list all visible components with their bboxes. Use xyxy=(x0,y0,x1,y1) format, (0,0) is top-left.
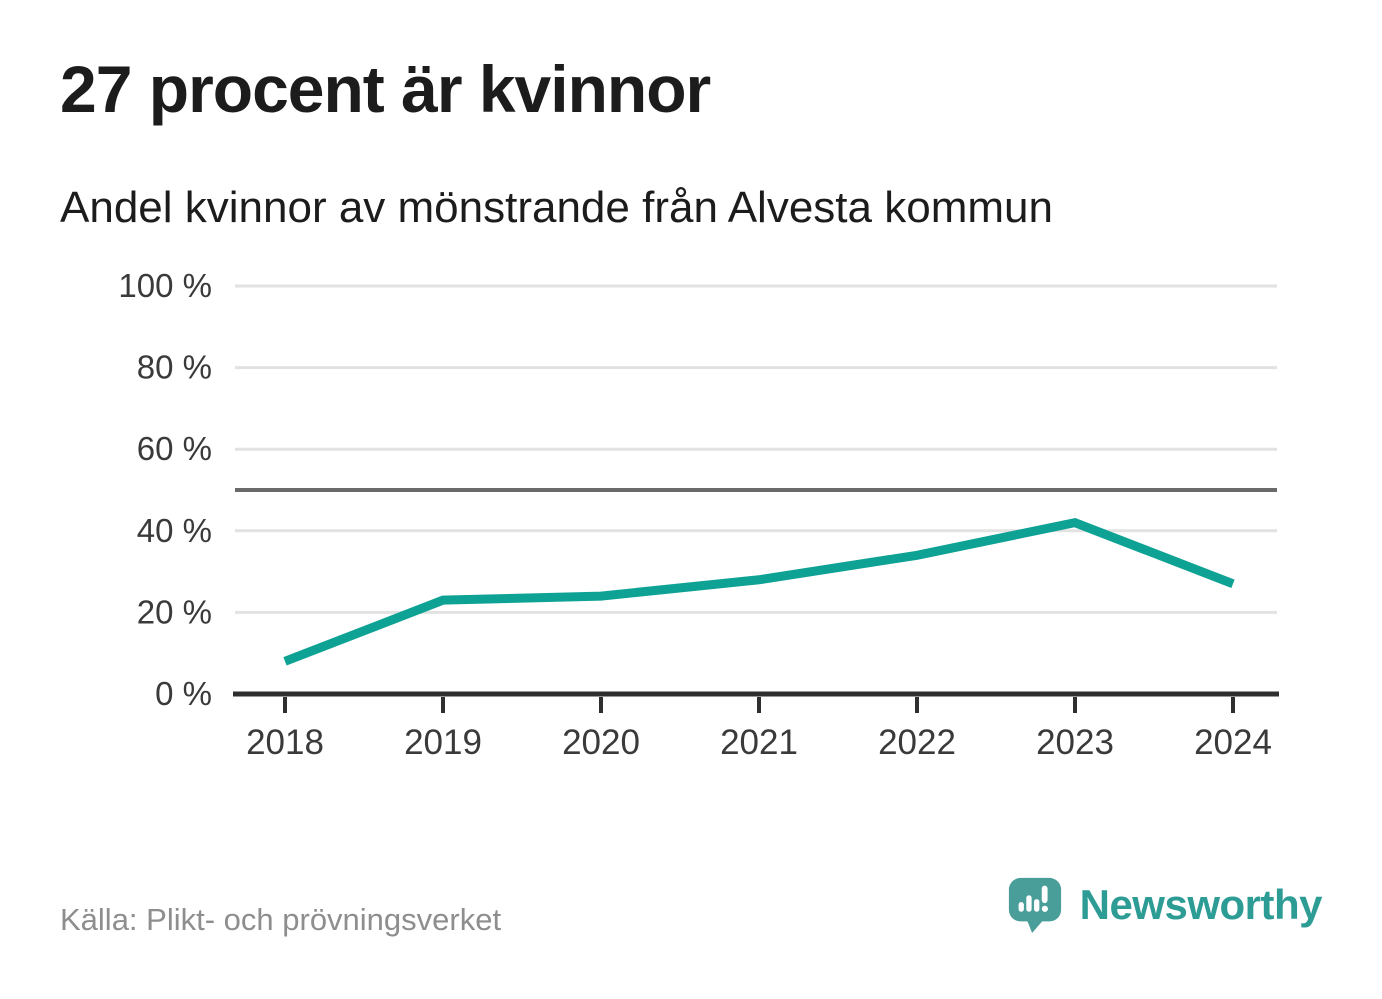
chart-subtitle: Andel kvinnor av mönstrande från Alvesta… xyxy=(60,183,1053,232)
x-axis-ticks xyxy=(283,697,1235,713)
svg-text:2023: 2023 xyxy=(1036,723,1114,762)
svg-text:40 %: 40 % xyxy=(137,512,212,549)
svg-text:0 %: 0 % xyxy=(155,675,212,712)
svg-text:20 %: 20 % xyxy=(137,593,212,630)
svg-text:60 %: 60 % xyxy=(137,430,212,467)
svg-text:2020: 2020 xyxy=(562,723,640,762)
y-axis-labels: 0 % 20 % 40 % 60 % 80 % 100 % xyxy=(118,267,212,712)
svg-text:2022: 2022 xyxy=(878,723,956,762)
source-note: Källa: Plikt- och prövningsverket xyxy=(60,902,502,937)
data-line-andel-kvinnor xyxy=(283,517,1235,666)
brand-name: Newsworthy xyxy=(1079,881,1323,928)
chart-gridlines xyxy=(235,284,1277,614)
svg-text:2018: 2018 xyxy=(246,723,324,762)
newsworthy-logo-icon xyxy=(1008,877,1061,934)
x-axis-labels: 2018 2019 2020 2021 2022 2023 2024 xyxy=(246,723,1272,762)
svg-text:100 %: 100 % xyxy=(118,267,212,304)
svg-text:2024: 2024 xyxy=(1194,723,1272,762)
svg-text:2019: 2019 xyxy=(404,723,482,762)
chart-title: 27 procent är kvinnor xyxy=(60,52,711,126)
svg-text:2021: 2021 xyxy=(720,723,798,762)
svg-text:80 %: 80 % xyxy=(137,349,212,386)
brand-logo: Newsworthy xyxy=(1006,876,1323,934)
